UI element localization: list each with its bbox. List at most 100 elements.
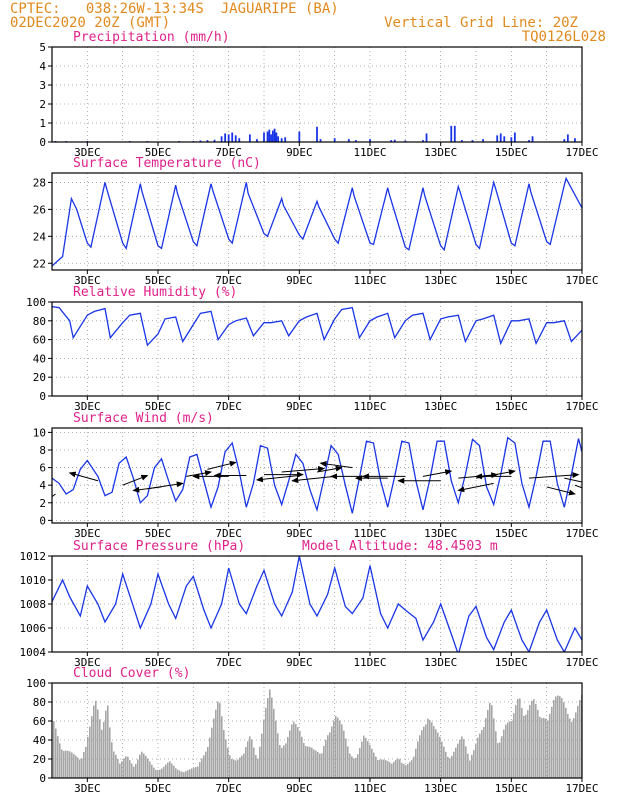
cloud-bar (351, 756, 353, 778)
cloud-bar (87, 736, 89, 778)
cloud-bar (423, 726, 425, 778)
model-id-label: TQ0126L028 (521, 29, 606, 45)
precip-bar (277, 136, 280, 142)
cloud-bar (169, 761, 171, 778)
cloud-bar (367, 741, 369, 778)
y-tick-label: 2 (39, 98, 46, 111)
x-tick-label: 15DEC (495, 274, 528, 287)
y-tick-label: 4 (39, 60, 46, 73)
cloud-bar (125, 756, 127, 778)
y-tick-label: 4 (39, 479, 46, 492)
cloud-bar (235, 760, 237, 778)
y-tick-label: 0 (39, 136, 46, 149)
x-tick-label: 5DEC (145, 782, 172, 795)
cloud-bar (457, 743, 459, 778)
cloud-bar (405, 765, 407, 778)
cloud-bar (449, 758, 451, 778)
cloud-bar (163, 766, 165, 778)
precip-bar (284, 137, 287, 142)
precip-bar (450, 125, 453, 142)
cloud-bar (285, 743, 287, 778)
y-tick-label: 20 (33, 371, 46, 384)
precip-bar (510, 137, 513, 142)
cloud-bar (483, 726, 485, 778)
x-tick-label: 13DEC (424, 656, 457, 669)
wind-arrow (186, 470, 212, 477)
x-tick-label: 17DEC (565, 782, 598, 795)
cloud-bar (505, 724, 507, 778)
cloud-bar (75, 755, 77, 778)
cloud-bar (237, 759, 239, 778)
cloud-bar (531, 700, 533, 778)
cloud-bar (469, 760, 471, 778)
cloud-bar (503, 729, 505, 778)
x-tick-label: 9DEC (286, 527, 313, 540)
cloud-bar (497, 743, 499, 778)
y-tick-label: 80 (33, 315, 46, 328)
cloud-bar (377, 760, 379, 778)
wind-arrow (255, 475, 300, 483)
cloud-bar (283, 745, 285, 778)
panel-2: 22 24 26 28 3DEC 5DEC 7DEC 9DEC 11DEC 13DEC 15DEC 1… (33, 156, 599, 287)
precip-bar (503, 136, 506, 142)
cloud-bar (119, 763, 121, 778)
cloud-bar (227, 747, 229, 778)
wind-arrow (281, 465, 326, 473)
cloud-bar (479, 733, 481, 778)
y-tick-label: 0 (39, 514, 46, 527)
x-tick-label: 9DEC (286, 274, 313, 287)
cloud-bar (179, 770, 181, 778)
cloud-bar (573, 718, 575, 778)
cloud-bar (499, 742, 501, 778)
cloud-bar (501, 736, 503, 778)
wind-arrow (207, 460, 237, 470)
precip-bar (238, 138, 241, 142)
cloud-bar (357, 754, 359, 778)
cloud-bar (547, 720, 549, 778)
x-tick-label: 13DEC (424, 527, 457, 540)
x-tick-label: 13DEC (424, 782, 457, 795)
cloud-bar (129, 760, 131, 778)
y-tick-label: 10 (33, 426, 46, 439)
panel-4: 0 2 4 6 8 10 3DEC 5DEC 7DEC 9DEC 11DEC 13DEC 15DEC 17… (33, 411, 599, 540)
x-tick-label: 11DEC (353, 400, 386, 413)
precip-bar (256, 139, 258, 142)
x-tick-label: 3DEC (74, 782, 101, 795)
cloud-bar (99, 719, 101, 778)
precip-bar (566, 134, 569, 142)
cloud-bar (257, 758, 259, 778)
panel-6: 0 20 40 60 80 100 3DEC 5DEC 7DEC 9DEC 11DEC 13DEC 15… (26, 666, 598, 795)
wind-arrow (132, 486, 162, 493)
x-tick-label: 15DEC (495, 527, 528, 540)
x-tick-label: 11DEC (353, 656, 386, 669)
x-tick-label: 13DEC (424, 274, 457, 287)
wind-arrow (291, 475, 335, 484)
precip-bar (275, 132, 278, 142)
series-line (52, 306, 582, 347)
cloud-bar (197, 766, 199, 778)
cloud-bar (267, 698, 269, 778)
y-tick-label: 60 (33, 334, 46, 347)
precip-bar (231, 132, 234, 142)
wind-arrow (457, 482, 494, 493)
y-tick-label: 100 (26, 296, 46, 309)
cloud-bar (127, 756, 129, 778)
cloud-bar (117, 758, 119, 778)
x-tick-label: 15DEC (495, 400, 528, 413)
cloud-bar (535, 703, 537, 778)
x-tick-label: 3DEC (74, 400, 101, 413)
cloud-bar (459, 739, 461, 778)
cloud-bar (571, 722, 573, 778)
cloud-bar (445, 751, 447, 778)
plot-frame (51, 46, 583, 143)
cloud-bar (379, 759, 381, 778)
cloud-bar (563, 702, 565, 778)
cloud-bar (103, 722, 105, 778)
cloud-bar (93, 705, 95, 778)
precip-bar (213, 139, 216, 142)
cloud-bar (421, 730, 423, 778)
x-tick-label: 3DEC (74, 527, 101, 540)
x-tick-label: 7DEC (215, 656, 242, 669)
cloud-bar (145, 755, 147, 778)
x-tick-label: 13DEC (424, 400, 457, 413)
